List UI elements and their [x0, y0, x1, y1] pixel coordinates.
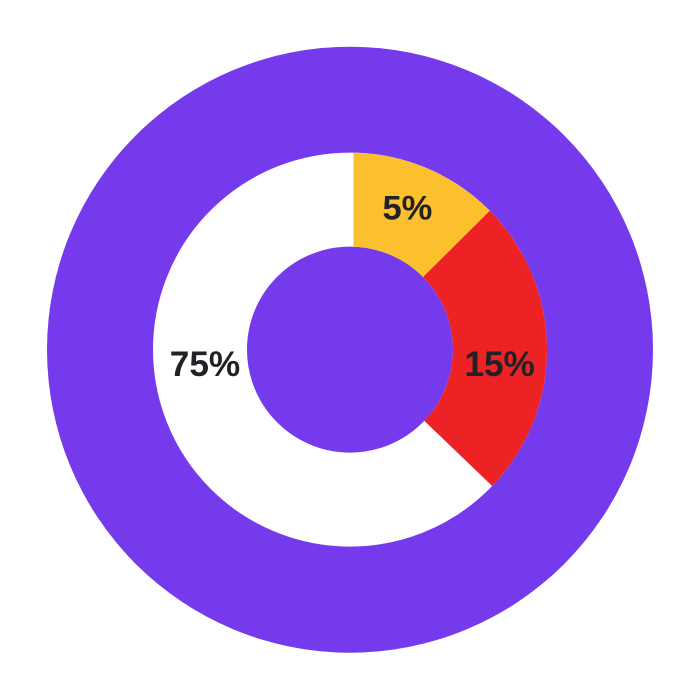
svg-text:75%: 75%	[170, 345, 240, 384]
svg-text:5%: 5%	[382, 190, 432, 228]
svg-text:15%: 15%	[464, 345, 534, 384]
